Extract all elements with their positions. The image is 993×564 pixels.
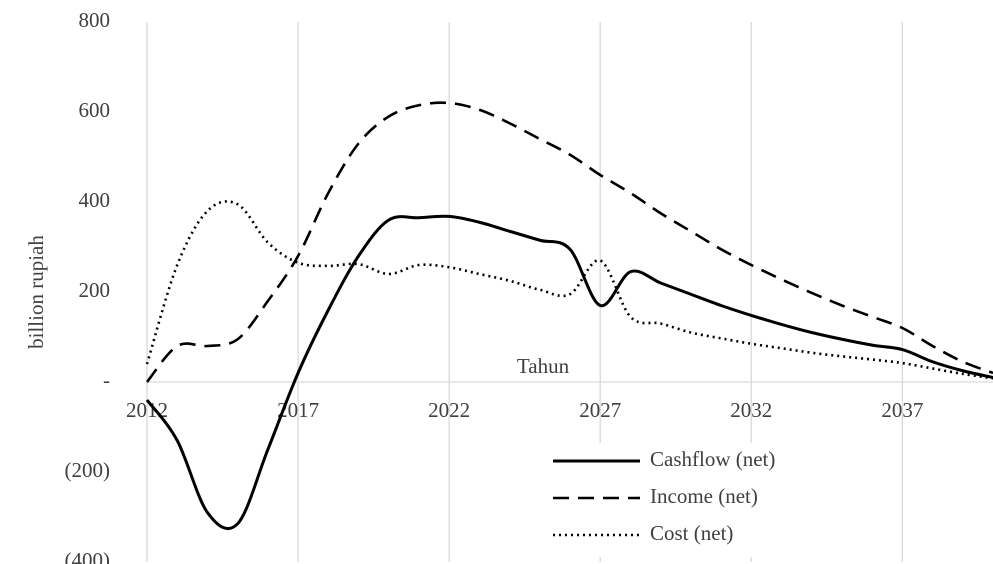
series-line [145, 214, 993, 530]
x-tick-label: 2037 [881, 398, 923, 422]
y-axis-label: billion rupiah [24, 235, 48, 349]
x-tick-label: 2032 [730, 398, 772, 422]
y-tick-label: - [103, 368, 110, 392]
legend-label: Income (net) [650, 484, 758, 508]
series-line [145, 200, 993, 380]
x-axis-label: Tahun [517, 354, 570, 378]
legend-label: Cost (net) [650, 521, 733, 545]
y-tick-label: 200 [79, 278, 111, 302]
y-tick-label: 400 [79, 188, 111, 212]
y-tick-label: (200) [65, 458, 111, 482]
x-tick-label: 2027 [579, 398, 621, 422]
x-tick-label: 2022 [428, 398, 470, 422]
legend-label: Cashflow (net) [650, 447, 775, 471]
series-line [145, 101, 993, 383]
y-tick-label: 800 [79, 8, 111, 32]
y-tick-label: (400) [65, 548, 111, 564]
y-tick-label: 600 [79, 98, 111, 122]
